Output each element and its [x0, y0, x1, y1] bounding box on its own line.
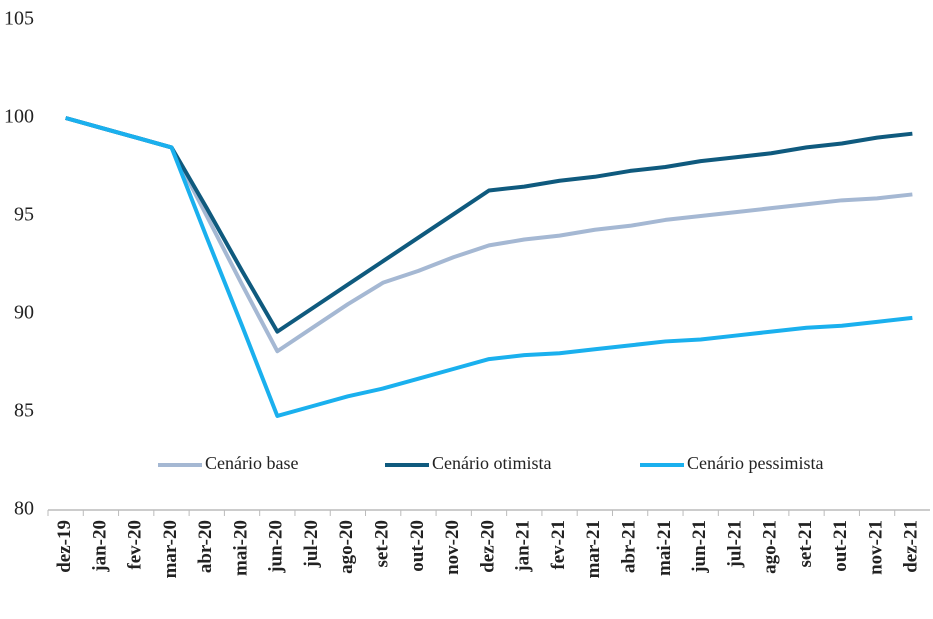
x-tick-label: set-21 — [795, 520, 816, 567]
x-tick-label: dez-19 — [54, 520, 75, 573]
x-tick-label: fev-20 — [125, 520, 146, 570]
y-tick-label: 90 — [14, 302, 34, 324]
x-tick-label: abr-21 — [618, 520, 639, 573]
series-line — [65, 116, 913, 354]
x-tick-label: fev-21 — [548, 520, 569, 570]
x-tick-label: dez-20 — [477, 520, 498, 573]
x-tick-label: mar-20 — [160, 520, 181, 578]
x-tick-label: jul-21 — [724, 520, 745, 569]
x-tick-label: ago-20 — [336, 520, 357, 574]
series-line — [65, 116, 913, 334]
x-tick-label: nov-21 — [865, 520, 886, 575]
x-tick-label: jan-21 — [513, 520, 534, 573]
legend-label: Cenário pessimista — [687, 453, 823, 473]
x-tick-label: out-21 — [830, 520, 851, 572]
legend-label: Cenário otimista — [432, 453, 551, 473]
y-tick-label: 85 — [14, 400, 34, 422]
legend-label: Cenário base — [205, 453, 298, 473]
x-tick-label: jun-21 — [689, 520, 710, 574]
x-tick-label: jul-20 — [301, 520, 322, 569]
y-tick-label: 105 — [4, 8, 34, 30]
x-tick-label: abr-20 — [195, 520, 216, 573]
x-tick-label: dez-21 — [901, 520, 922, 573]
x-tick-label: ago-21 — [760, 520, 781, 574]
y-tick-label: 100 — [4, 106, 34, 128]
x-tick-label: jun-20 — [266, 520, 287, 574]
x-tick-label: out-20 — [407, 520, 428, 572]
x-tick-label: set-20 — [372, 520, 393, 567]
x-tick-label: mai-20 — [230, 520, 251, 576]
series-line — [65, 116, 913, 418]
y-tick-label: 80 — [14, 498, 34, 520]
x-tick-label: jan-20 — [89, 520, 110, 573]
y-tick-label: 95 — [14, 204, 34, 226]
x-tick-label: mar-21 — [583, 520, 604, 578]
x-tick-label: nov-20 — [442, 520, 463, 575]
x-tick-label: mai-21 — [654, 520, 675, 576]
